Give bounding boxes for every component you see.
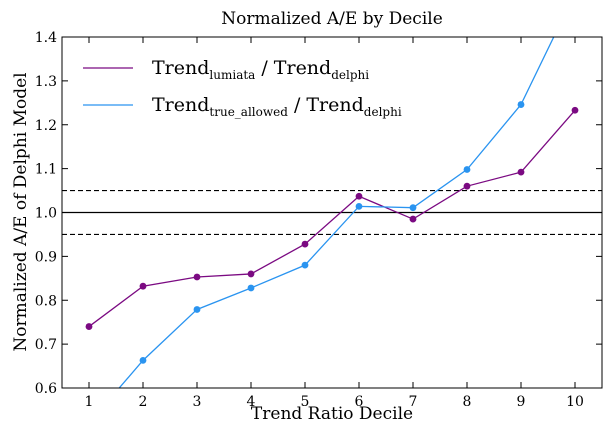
legend-sub2: delphi: [331, 68, 369, 82]
y-tick-label: 0.7: [35, 337, 57, 353]
series-point: [355, 192, 363, 200]
legend-main: Trend: [152, 94, 209, 116]
series-point: [301, 261, 309, 269]
y-tick-label: 1.2: [35, 118, 57, 134]
y-tick-label: 0.6: [35, 381, 57, 397]
series-point: [517, 101, 525, 108]
series-layer: [85, 37, 579, 427]
series-point: [86, 420, 93, 427]
series-point: [193, 306, 201, 313]
x-tick-label: 10: [566, 394, 584, 410]
series-point: [139, 282, 147, 290]
series-line: [88, 109, 576, 328]
legend-mid: / Trend: [288, 94, 364, 116]
plot-frame: [61, 36, 603, 389]
y-tick-label: 1.1: [35, 162, 57, 178]
x-tick-label: 2: [139, 394, 148, 410]
series-point: [463, 182, 471, 190]
legend-sub2: delphi: [364, 105, 402, 119]
x-tick-label: 7: [409, 394, 418, 410]
y-tick-label: 0.9: [35, 249, 57, 265]
legend: Trendlumiata / TrenddelphiTrendtrue_allo…: [83, 57, 402, 119]
series-point: [409, 204, 417, 212]
x-tick-label: 6: [355, 394, 364, 410]
x-tick-label: 1: [85, 394, 94, 410]
chart-title: Normalized A/E by Decile: [221, 9, 443, 29]
series-point: [301, 240, 309, 248]
y-tick-label: 1.0: [35, 206, 57, 222]
ticks-layer: 1 2 3 4 5 6 7 8 9 10 0.6 0.7 0.8 0.9 1.0 1.1 1.2 1.3 1.4: [35, 30, 602, 410]
x-tick-label: 5: [301, 394, 310, 410]
legend-mid: / Trend: [255, 57, 331, 79]
y-tick-label: 1.4: [35, 30, 57, 46]
x-tick-label: 9: [517, 394, 526, 410]
legend-sub: true_allowed: [209, 105, 288, 119]
series-point: [571, 106, 579, 114]
series-line: [118, 37, 555, 388]
legend-label: Trendlumiata / Trenddelphi: [152, 57, 369, 82]
series-point: [409, 215, 417, 223]
y-tick-label: 0.8: [35, 293, 57, 309]
legend-main: Trend: [152, 57, 209, 79]
y-axis-label: Normalized A/E of Delphi Model: [11, 72, 31, 351]
series-point: [139, 356, 147, 364]
series-point: [193, 273, 201, 281]
y-tick-label: 1.3: [35, 74, 57, 90]
x-axis-label: Trend Ratio Decile: [251, 404, 413, 424]
series-point: [355, 202, 363, 210]
series-1: [85, 106, 579, 330]
legend-sub: lumiata: [209, 68, 255, 82]
series-2: [86, 37, 555, 427]
x-tick-label: 4: [247, 394, 256, 410]
series-point: [517, 168, 525, 176]
x-tick-label: 8: [463, 394, 472, 410]
x-tick-label: 3: [193, 394, 202, 410]
series-point: [247, 270, 255, 278]
legend-label: Trendtrue_allowed / Trenddelphi: [152, 94, 402, 119]
series-point: [85, 323, 93, 330]
series-point: [247, 284, 255, 292]
series-point: [463, 166, 471, 173]
reference-lines: [62, 189, 602, 236]
